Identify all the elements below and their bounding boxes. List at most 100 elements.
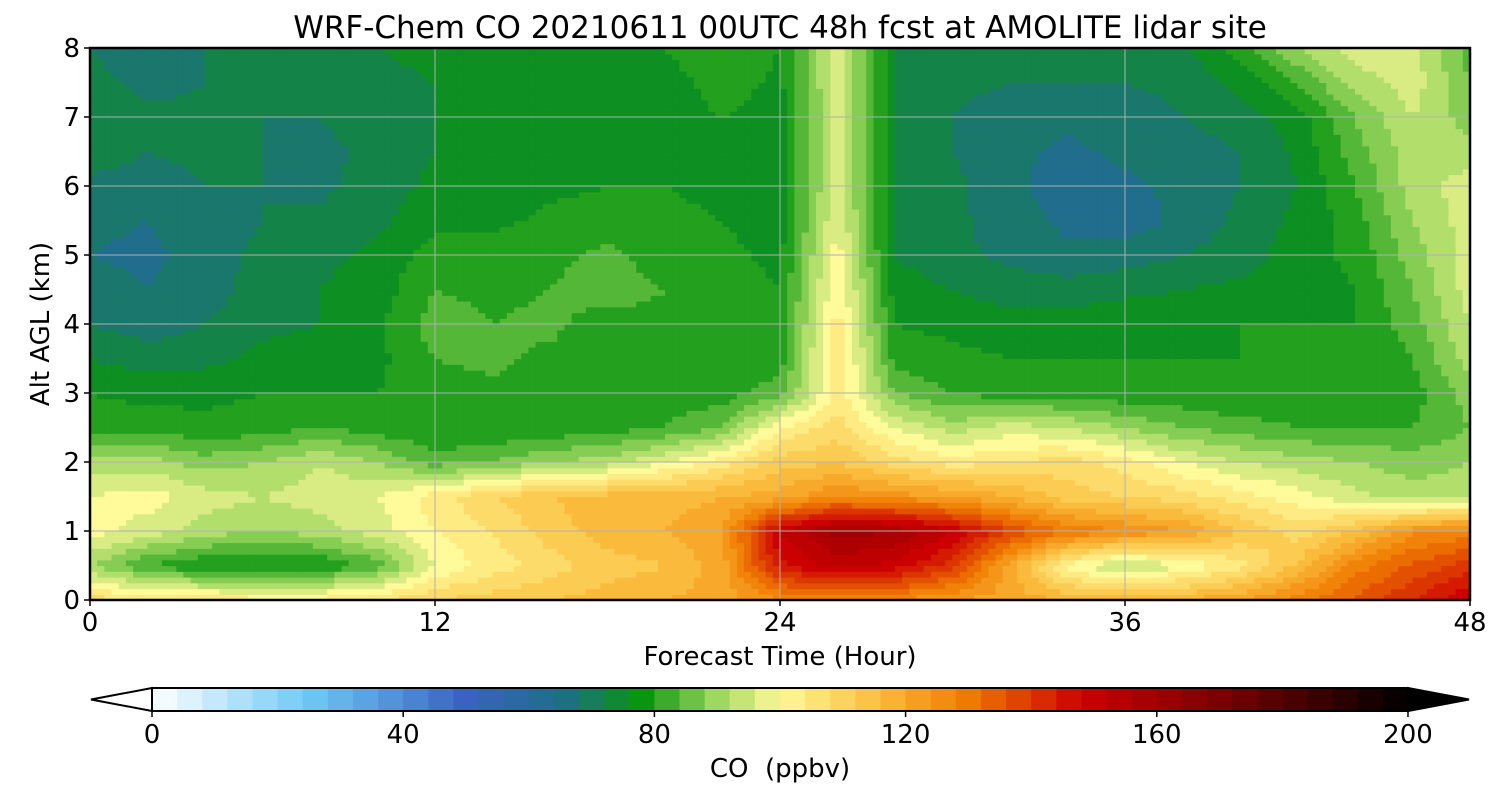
field-cell [1269,577,1277,583]
field-cell [823,566,831,572]
field-cell [629,531,637,537]
field-cell [1111,554,1119,560]
field-cell [1441,543,1449,549]
field-cell [435,571,443,577]
field-cell [1082,531,1090,537]
field-cell [1377,537,1385,543]
field-cell [787,543,795,549]
field-cell [852,554,860,560]
field-cell [1398,543,1406,549]
field-cell [1420,537,1428,543]
field-cell [924,560,932,566]
field-cell [176,560,184,566]
field-cell [313,537,321,543]
field-cell [701,566,709,572]
field-cell [421,543,429,549]
field-cell [298,566,306,572]
field-cell [1319,543,1327,549]
field-cell [938,589,946,595]
field-cell [1391,554,1399,560]
field-cell [809,543,817,549]
field-cell [342,583,350,589]
field-cell [1240,543,1248,549]
field-cell [816,583,824,589]
field-cell [1024,543,1032,549]
field-cell [536,589,544,595]
field-cell [615,560,623,566]
field-cell [327,537,335,543]
field-cell [838,583,846,589]
field-cell [1046,531,1054,537]
field-cell [852,531,860,537]
field-cell [608,531,616,537]
field-cell [320,589,328,595]
field-cell [665,531,673,537]
field-cell [586,577,594,583]
field-cell [155,583,163,589]
field-cell [521,583,529,589]
field-cell [406,531,414,537]
field-cell [277,537,285,543]
field-cell [442,571,450,577]
field-cell [277,560,285,566]
field-cell [1003,548,1011,554]
field-cell [227,554,235,560]
field-cell [1348,577,1356,583]
field-cell [162,543,170,549]
field-cell [866,571,874,577]
field-cell [1118,531,1126,537]
field-cell [1053,560,1061,566]
field-cell [1096,571,1104,577]
field-cell [1247,554,1255,560]
field-cell [615,577,623,583]
field-cell [794,577,802,583]
field-cell [378,566,386,572]
field-cell [464,548,472,554]
field-cell [737,537,745,543]
field-cell [1262,548,1270,554]
field-cell [1139,577,1147,583]
field-cell [1154,566,1162,572]
field-cell [1233,543,1241,549]
field-cell [622,577,630,583]
field-cell [385,560,393,566]
field-cell [183,583,191,589]
field-cell [1362,589,1370,595]
field-cell [579,571,587,577]
field-cell [1154,560,1162,566]
field-cell [1384,554,1392,560]
field-cell [773,560,781,566]
field-cell [1111,560,1119,566]
field-cell [1312,554,1320,560]
field-cell [1398,548,1406,554]
field-cell [679,543,687,549]
field-cell [140,571,148,577]
field-cell [378,577,386,583]
field-cell [1276,537,1284,543]
field-cell [1398,537,1406,543]
field-cell [248,554,256,560]
field-cell [1405,548,1413,554]
field-cell [284,537,292,543]
field-cell [1082,566,1090,572]
field-cell [421,577,429,583]
field-cell [219,571,227,577]
field-cell [97,577,105,583]
field-cell [500,548,508,554]
field-cell [1305,571,1313,577]
field-cell [579,531,587,537]
field-cell [176,554,184,560]
field-cell [1068,571,1076,577]
field-cell [1111,589,1119,595]
field-cell [1082,589,1090,595]
field-cell [442,543,450,549]
field-cell [378,589,386,595]
field-cell [514,543,522,549]
field-cell [1298,554,1306,560]
field-cell [392,577,400,583]
field-cell [1312,543,1320,549]
field-cell [1068,583,1076,589]
field-cell [1298,571,1306,577]
field-cell [421,537,429,543]
field-cell [1161,543,1169,549]
